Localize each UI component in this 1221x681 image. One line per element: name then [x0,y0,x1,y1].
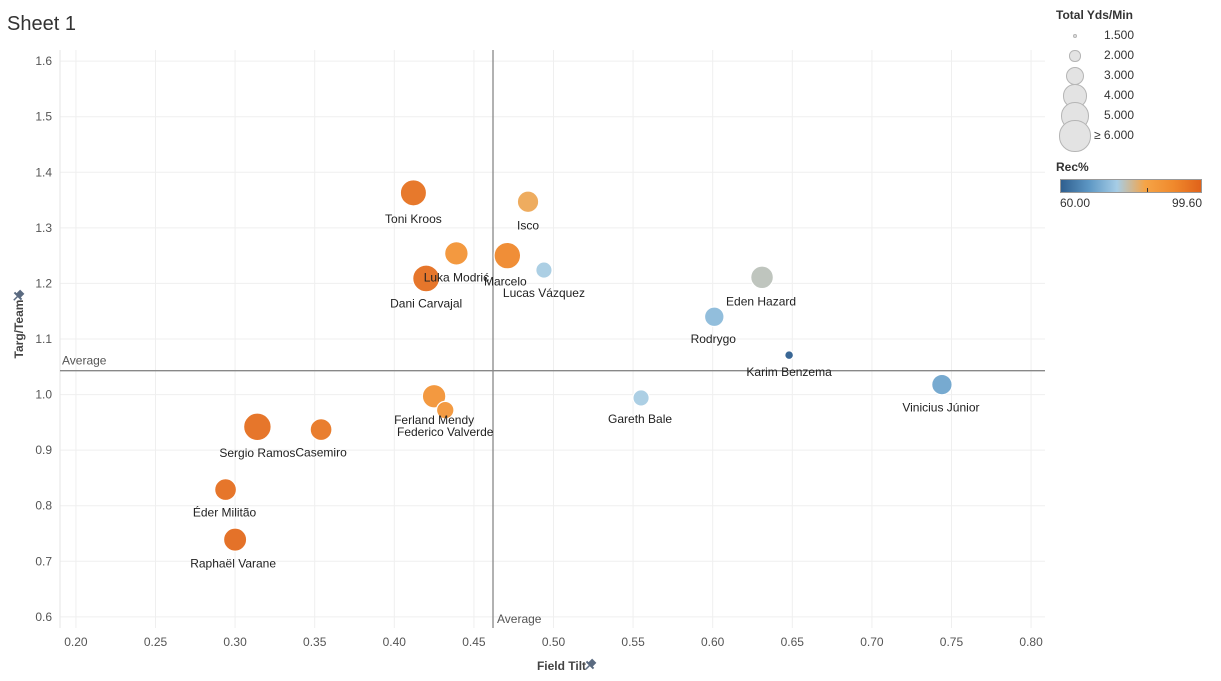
data-point [214,478,238,502]
size-legend-label: 5.000 [1104,108,1135,122]
legend-panel: Total Yds/Min 1.500 2.000 3.000 4.000 5.000 ≥… [1056,8,1216,212]
color-legend-min: 60.00 [1060,196,1091,210]
x-tick-label: 0.80 [1019,635,1043,649]
color-legend-max: 99.60 [1171,196,1202,210]
y-tick-label: 1.5 [35,110,52,124]
y-tick-label: 0.9 [35,443,52,457]
size-legend-item: ≥ 6.000 [1056,120,1216,152]
data-point [931,373,953,396]
point-label: Isco [517,219,539,233]
data-point [412,264,441,293]
point-label: Dani Carvajal [390,296,462,310]
x-tick-label: 0.45 [462,635,486,649]
x-tick-label: 0.65 [781,635,805,649]
data-point [516,190,540,214]
point-label: Luka Modrić [424,270,489,284]
point-label: Gareth Bale [608,412,672,426]
point-label: Raphaël Varane [190,557,276,571]
x-tick-label: 0.20 [64,635,88,649]
size-legend-item: 2.000 [1056,46,1216,66]
size-legend: 1.500 2.000 3.000 4.000 5.000 ≥ 6.000 [1056,26,1216,152]
scatter-chart: 0.20 0.25 0.30 0.35 0.40 0.45 0.50 0.55 0.60 0.65… [12,50,1045,673]
point-label: Toni Kroos [385,212,442,226]
x-tick-label: 0.75 [940,635,964,649]
y-tick-label: 0.8 [35,499,52,513]
y-tick-label: 1.6 [35,54,52,68]
size-legend-circle [1065,66,1085,86]
size-legend-item: 3.000 [1056,66,1216,86]
y-tick-label: 1.4 [35,165,52,179]
y-tick-label: 1.3 [35,221,52,235]
x-tick-label: 0.50 [542,635,566,649]
size-legend-circle [1059,120,1091,152]
size-legend-item: 1.500 [1056,26,1216,46]
pin-icon [585,658,597,670]
point-label: Marcelo [484,275,527,289]
x-tick-label: 0.70 [860,635,884,649]
y-tick-label: 1.1 [35,332,52,346]
color-legend-bar [1060,179,1202,193]
data-point [399,179,428,207]
point-label: Vinicius Júnior [902,401,979,415]
data-point [421,383,447,409]
point-label: Lucas Vázquez [503,286,585,300]
data-point [535,261,553,279]
x-tick-label: 0.60 [701,635,725,649]
y-tick-label: 1.2 [35,276,52,290]
size-legend-label: 4.000 [1104,88,1135,102]
point-label: Éder Militão [193,505,257,520]
point-label: Eden Hazard [726,294,796,308]
y-tick-label: 1.0 [35,388,52,402]
size-legend-label: 2.000 [1104,48,1135,62]
data-point [493,241,522,270]
x-tick-label: 0.35 [303,635,327,649]
data-point [703,306,725,328]
data-point [309,418,333,442]
size-legend-circle [1072,33,1078,39]
x-tick-label: 0.25 [144,635,168,649]
data-point [242,412,272,442]
data-point [632,389,650,407]
point-label: Karim Benzema [746,365,832,379]
point-label: Casemiro [295,446,347,460]
point-label: Federico Valverde [397,425,494,439]
sheet-title: Sheet 1 [7,13,76,35]
size-legend-label: 3.000 [1104,68,1135,82]
size-legend-circle [1069,50,1081,62]
data-point [444,241,469,266]
x-tick-label: 0.55 [621,635,645,649]
x-tick-label: 0.30 [223,635,247,649]
data-point [784,350,795,361]
size-legend-label: 1.500 [1104,28,1135,42]
x-tick-label: 0.40 [383,635,407,649]
y-tick-label: 0.7 [35,554,52,568]
x-axis-title: Field Tilt [537,659,586,673]
point-label: Rodrygo [691,332,737,346]
point-label: Sergio Ramos [219,446,295,460]
y-axis-title: Targ/Team [12,300,26,359]
y-average-label: Average [62,354,107,368]
data-point [222,527,248,552]
point-label: Ferland Mendy [394,413,474,427]
size-legend-title: Total Yds/Min [1056,8,1133,22]
data-point [435,400,455,420]
x-average-label: Average [497,612,542,626]
y-tick-label: 0.6 [35,610,52,624]
data-point [750,265,774,290]
color-legend-center-tick [1147,188,1148,192]
size-legend-label: ≥ 6.000 [1094,128,1134,142]
color-legend-title: Rec% [1056,160,1089,174]
